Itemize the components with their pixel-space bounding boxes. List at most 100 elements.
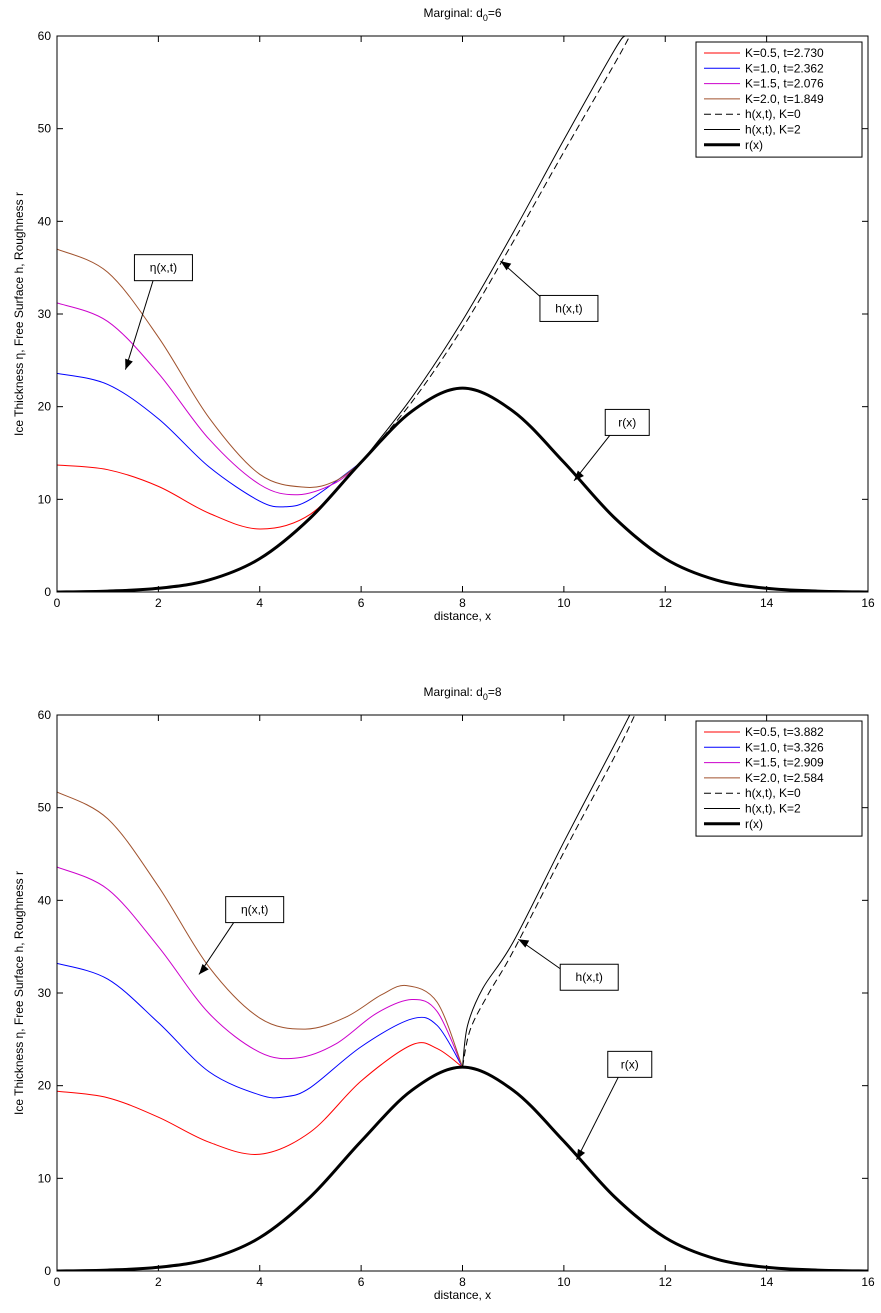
y-tick-label: 60: [38, 29, 52, 43]
y-tick-label: 0: [44, 1264, 51, 1278]
chart-title-tail: =6: [488, 6, 502, 20]
annotation-label: h(x,t): [555, 301, 582, 315]
annotation-arrow-head: [518, 939, 530, 948]
x-tick-label: 2: [155, 596, 162, 610]
x-tick-label: 10: [557, 1275, 571, 1289]
legend-label-4: h(x,t), K=0: [745, 786, 801, 800]
chart-title: Marginal: d0=8: [423, 685, 501, 702]
annotation-arrow-head: [198, 964, 209, 975]
annotation-label: r(x): [618, 415, 636, 429]
series-line-4: [360, 36, 631, 463]
axes-frame: [56, 35, 869, 593]
series-line-2: [57, 866, 463, 1068]
y-tick-label: 0: [44, 585, 51, 599]
annotation-box: [539, 294, 599, 322]
series-group: [57, 715, 868, 1271]
annotation-arrow-line: [124, 279, 154, 370]
legend-label-1: K=1.0, t=3.326: [745, 740, 824, 754]
y-axis-label: Ice Thickness η, Free Surface h, Roughne…: [12, 871, 26, 1115]
x-tick-label: 14: [760, 1275, 774, 1289]
legend-label-4: h(x,t), K=0: [745, 107, 801, 121]
annotation-arrow-head: [125, 358, 133, 370]
annotation-label: r(x): [621, 1057, 639, 1071]
y-tick-label: 10: [38, 1171, 52, 1185]
x-tick-label: 10: [557, 596, 571, 610]
annotation-box: [559, 963, 619, 991]
series-line-1: [57, 372, 362, 508]
annotation-box: [607, 1050, 653, 1078]
annotation-label: h(x,t): [576, 970, 603, 984]
chart-title-tail: =8: [488, 685, 502, 699]
y-tick-label: 60: [38, 708, 52, 722]
series-line-5: [462, 715, 631, 1068]
legend-label-6: r(x): [745, 817, 763, 831]
legend-label-3: K=2.0, t=1.849: [745, 92, 824, 106]
y-tick-label: 30: [38, 307, 52, 321]
legend-box: [695, 720, 863, 837]
x-tick-label: 8: [459, 1275, 466, 1289]
legend-label-0: K=0.5, t=3.882: [745, 725, 824, 739]
legend-label-1: K=1.0, t=2.362: [745, 61, 824, 75]
legend-label-5: h(x,t), K=2: [745, 802, 801, 816]
series-line-2: [57, 302, 362, 496]
legend-label-2: K=1.5, t=2.909: [745, 756, 824, 770]
series-line-6: [57, 386, 868, 592]
x-tick-label: 12: [659, 1275, 673, 1289]
y-tick-label: 40: [38, 214, 52, 228]
x-tick-label: 16: [861, 1275, 875, 1289]
annotation-arrow-line: [573, 431, 613, 482]
annotation-arrow-line: [576, 1075, 620, 1161]
x-tick-label: 4: [256, 1275, 263, 1289]
annotation-box: [604, 408, 650, 436]
annotation-arrow-head: [576, 1148, 586, 1160]
x-tick-label: 8: [459, 596, 466, 610]
legend-label-0: K=0.5, t=2.730: [745, 46, 824, 60]
annotation-box: [225, 896, 285, 924]
x-tick-label: 6: [358, 596, 365, 610]
x-tick-label: 2: [155, 1275, 162, 1289]
x-tick-label: 0: [54, 596, 61, 610]
legend-label-5: h(x,t), K=2: [745, 123, 801, 137]
x-tick-label: 14: [760, 596, 774, 610]
chart-title-subscript: 0: [483, 692, 488, 702]
series-line-4: [462, 715, 636, 1068]
annotation-arrow-head: [574, 470, 584, 481]
series-line-5: [360, 36, 626, 463]
legend-label-2: K=1.5, t=2.076: [745, 77, 824, 91]
legend-label-3: K=2.0, t=2.584: [745, 771, 824, 785]
annotation-arrow-line: [198, 919, 237, 975]
legend-label-6: r(x): [745, 138, 763, 152]
x-tick-label: 12: [659, 596, 673, 610]
series-line-3: [57, 791, 463, 1068]
chart-title: Marginal: d0=6: [423, 6, 501, 23]
series-group: [57, 36, 868, 592]
chart-title-main: Marginal: d: [423, 685, 482, 699]
annotation-arrow-head: [500, 261, 512, 271]
y-tick-label: 20: [38, 1079, 52, 1093]
chart-title-main: Marginal: d: [423, 6, 482, 20]
x-axis-label: distance, x: [434, 609, 491, 623]
x-tick-label: 6: [358, 1275, 365, 1289]
x-axis-label: distance, x: [434, 1288, 491, 1302]
y-tick-label: 10: [38, 492, 52, 506]
chart-title-subscript: 0: [483, 13, 488, 23]
y-axis-label: Ice Thickness η, Free Surface h, Roughne…: [12, 192, 26, 436]
series-line-0: [57, 461, 362, 530]
y-tick-label: 40: [38, 893, 52, 907]
series-line-0: [57, 1042, 463, 1155]
series-line-3: [57, 248, 362, 488]
annotation-label: η(x,t): [150, 261, 177, 275]
y-tick-label: 30: [38, 986, 52, 1000]
annotation-box: [133, 254, 193, 282]
x-tick-label: 0: [54, 1275, 61, 1289]
legend-box: [695, 41, 863, 158]
y-tick-label: 20: [38, 400, 52, 414]
annotation-label: η(x,t): [241, 903, 268, 917]
y-tick-label: 50: [38, 122, 52, 136]
series-line-6: [57, 1065, 868, 1271]
x-tick-label: 4: [256, 596, 263, 610]
